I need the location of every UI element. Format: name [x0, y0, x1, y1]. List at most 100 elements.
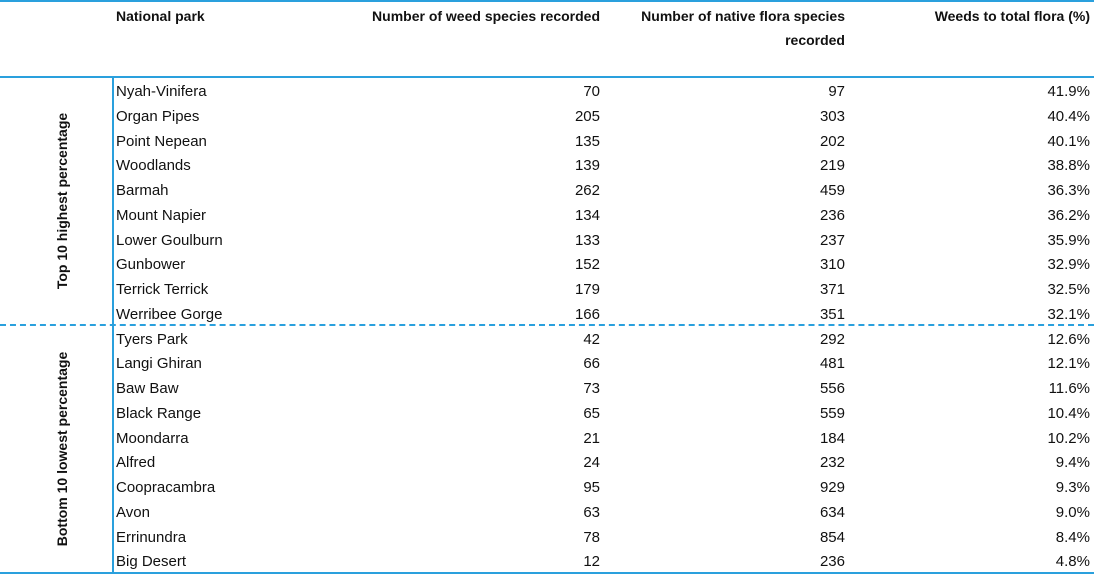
- header-weed-species: Number of weed species recorded: [372, 8, 600, 24]
- cell-park-name: Lower Goulburn: [116, 231, 223, 249]
- cell-park-name: Langi Ghiran: [116, 355, 202, 373]
- cell-weed-count: 42: [583, 330, 600, 348]
- cell-native-count: 237: [819, 231, 845, 249]
- table-row: Terrick Terrick 179 371 32.5%: [0, 278, 1094, 303]
- cell-park-name: Woodlands: [116, 157, 191, 175]
- cell-park-name: Barmah: [116, 182, 169, 199]
- table-row: Avon 63 634 9.0%: [0, 501, 1094, 526]
- cell-weed-count: 205: [574, 107, 600, 125]
- cell-weed-count: 262: [574, 182, 600, 199]
- cell-weed-percentage: 35.9%: [1047, 231, 1090, 249]
- cell-native-count: 559: [819, 404, 845, 422]
- cell-weed-count: 66: [583, 355, 600, 373]
- cell-park-name: Terrick Terrick: [116, 281, 209, 298]
- table-row: Nyah-Vinifera 70 97 41.9%: [0, 80, 1094, 105]
- cell-park-name: Tyers Park: [116, 330, 188, 348]
- cell-weed-percentage: 4.8%: [1055, 553, 1090, 571]
- cell-native-count: 310: [819, 256, 845, 274]
- table-top-border: [0, 0, 1094, 2]
- cell-weed-count: 70: [583, 83, 600, 100]
- cell-weed-percentage: 36.2%: [1047, 206, 1090, 224]
- table-row: Gunbower 152 310 32.9%: [0, 253, 1094, 278]
- cell-weed-count: 21: [583, 429, 600, 447]
- cell-park-name: Werribee Gorge: [116, 305, 223, 323]
- cell-weed-percentage: 12.6%: [1047, 330, 1090, 348]
- table-row: Lower Goulburn 133 237 35.9%: [0, 229, 1094, 254]
- cell-weed-count: 166: [574, 305, 600, 323]
- cell-park-name: Baw Baw: [116, 380, 179, 397]
- cell-native-count: 232: [819, 454, 845, 472]
- table-row: Tyers Park 42 292 12.6%: [0, 328, 1094, 353]
- cell-weed-percentage: 8.4%: [1055, 528, 1090, 546]
- cell-native-count: 184: [819, 429, 845, 447]
- cell-weed-percentage: 32.5%: [1047, 281, 1090, 298]
- cell-park-name: Alfred: [116, 454, 156, 472]
- table-row: Langi Ghiran 66 481 12.1%: [0, 352, 1094, 377]
- cell-weed-count: 152: [574, 256, 600, 274]
- cell-weed-count: 139: [574, 157, 600, 175]
- cell-park-name: Big Desert: [116, 553, 187, 571]
- cell-native-count: 481: [819, 355, 845, 373]
- cell-native-count: 634: [819, 503, 845, 521]
- cell-weed-count: 179: [574, 281, 600, 298]
- cell-weed-count: 24: [583, 454, 600, 472]
- cell-park-name: Coopracambra: [116, 479, 216, 496]
- cell-weed-percentage: 9.3%: [1055, 479, 1090, 496]
- table-row: Errinundra 78 854 8.4%: [0, 526, 1094, 551]
- cell-native-count: 219: [819, 157, 845, 175]
- cell-native-count: 303: [819, 107, 845, 125]
- cell-native-count: 929: [819, 479, 845, 496]
- cell-weed-percentage: 10.4%: [1047, 404, 1090, 422]
- cell-native-count: 854: [819, 528, 845, 546]
- cell-park-name: Black Range: [116, 404, 202, 422]
- table-row: Moondarra 21 184 10.2%: [0, 427, 1094, 452]
- cell-weed-percentage: 11.6%: [1048, 380, 1090, 397]
- cell-weed-percentage: 10.2%: [1047, 429, 1090, 447]
- table-row: Black Range 65 559 10.4%: [0, 402, 1094, 427]
- cell-park-name: Nyah-Vinifera: [116, 83, 207, 100]
- cell-park-name: Moondarra: [116, 429, 189, 447]
- cell-native-count: 351: [819, 305, 845, 323]
- cell-weed-count: 78: [583, 528, 600, 546]
- header-bottom-border: [0, 76, 1094, 78]
- table-bottom-border: [0, 572, 1094, 574]
- cell-park-name: Mount Napier: [116, 206, 207, 224]
- table-row: Alfred 24 232 9.4%: [0, 451, 1094, 476]
- cell-weed-count: 135: [574, 132, 600, 150]
- cell-native-count: 292: [819, 330, 845, 348]
- cell-weed-count: 134: [574, 206, 600, 224]
- cell-park-name: Errinundra: [116, 528, 187, 546]
- cell-weed-percentage: 9.0%: [1055, 503, 1090, 521]
- table-row: Organ Pipes 205 303 40.4%: [0, 105, 1094, 130]
- cell-weed-percentage: 40.4%: [1047, 107, 1090, 125]
- header-weeds-to-total: Weeds to total flora (%): [934, 8, 1090, 24]
- table-row: Mount Napier 134 236 36.2%: [0, 204, 1094, 229]
- cell-weed-percentage: 38.8%: [1047, 157, 1090, 175]
- cell-park-name: Avon: [116, 503, 150, 521]
- cell-park-name: Organ Pipes: [116, 107, 200, 125]
- cell-native-count: 371: [819, 281, 845, 298]
- cell-native-count: 97: [828, 83, 845, 100]
- cell-native-count: 236: [819, 206, 845, 224]
- cell-native-count: 202: [819, 132, 845, 150]
- cell-weed-percentage: 40.1%: [1047, 132, 1090, 150]
- cell-native-count: 236: [819, 553, 845, 571]
- cell-weed-count: 12: [583, 553, 600, 571]
- cell-weed-count: 65: [583, 404, 600, 422]
- group-divider: [0, 324, 1094, 326]
- table-row: Barmah 262 459 36.3%: [0, 179, 1094, 204]
- header-native-species-line1: Number of native flora species: [641, 8, 845, 24]
- table-row: Coopracambra 95 929 9.3%: [0, 476, 1094, 501]
- table-row: Woodlands 139 219 38.8%: [0, 154, 1094, 179]
- cell-weed-percentage: 9.4%: [1055, 454, 1090, 472]
- cell-park-name: Point Nepean: [116, 132, 207, 150]
- table-row: Point Nepean 135 202 40.1%: [0, 130, 1094, 155]
- table-row: Baw Baw 73 556 11.6%: [0, 377, 1094, 402]
- cell-weed-count: 63: [583, 503, 600, 521]
- cell-weed-percentage: 36.3%: [1047, 182, 1090, 199]
- header-native-species-line2: recorded: [785, 32, 845, 48]
- table-row: Big Desert 12 236 4.8%: [0, 550, 1094, 575]
- cell-native-count: 459: [819, 182, 845, 199]
- cell-native-count: 556: [819, 380, 845, 397]
- cell-weed-percentage: 32.1%: [1047, 305, 1090, 323]
